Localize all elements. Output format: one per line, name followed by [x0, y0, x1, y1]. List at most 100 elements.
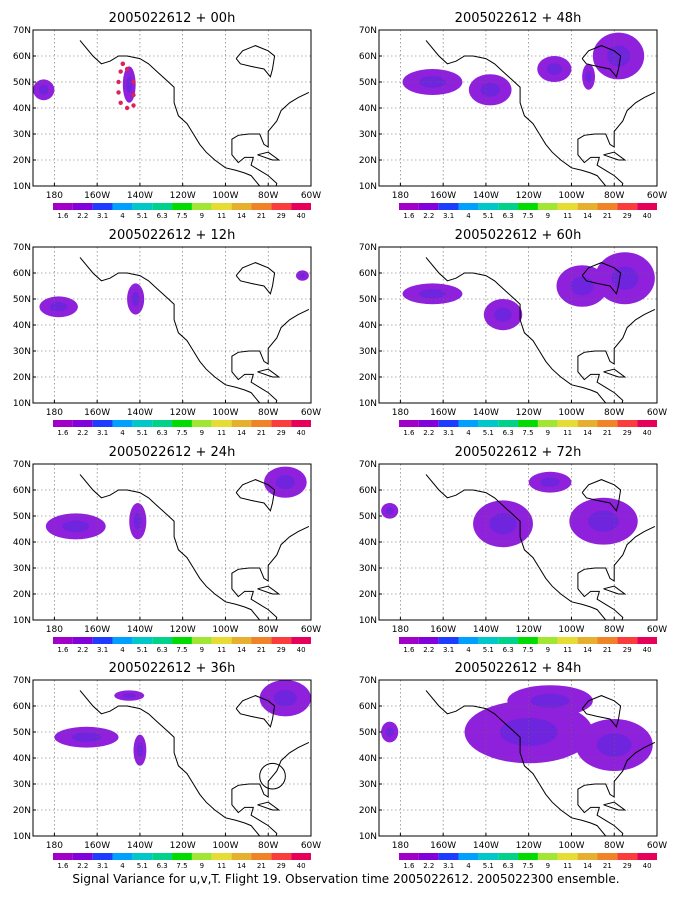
colorbar-swatch — [557, 637, 578, 644]
signal-core — [131, 291, 140, 307]
y-tick-label: 20N — [359, 590, 377, 600]
target-circle — [259, 762, 286, 790]
flight-track-point — [118, 100, 123, 106]
panel-72h: 2005022612 + 72h 10N 20N 30N 40N 50N 60N 70N 180… — [359, 445, 667, 654]
colorbar-swatch — [637, 420, 657, 427]
x-tick-label: 140W — [473, 191, 499, 201]
colorbar-label: 21 — [603, 429, 612, 437]
colorbar-label: 2.2 — [77, 212, 88, 220]
y-tick-label: 60N — [359, 486, 377, 496]
y-tick-label: 10N — [359, 616, 377, 626]
x-tick-label: 100W — [558, 625, 584, 635]
colorbar-swatch — [72, 853, 93, 860]
colorbar-swatch — [132, 203, 153, 210]
colorbar-label: 5.1 — [137, 429, 148, 437]
x-tick-label: 140W — [473, 408, 499, 418]
colorbar-swatch — [597, 637, 618, 644]
colorbar-label: 3.1 — [443, 646, 454, 654]
signal-core — [62, 520, 90, 533]
colorbar-label: 5.1 — [137, 646, 148, 654]
colorbar-label: 21 — [257, 646, 266, 654]
colorbar-swatch — [251, 637, 272, 644]
colorbar-swatch — [172, 853, 192, 860]
y-tick-label: 40N — [359, 321, 377, 331]
colorbar-label: 1.6 — [57, 212, 69, 220]
colorbar-swatch — [53, 637, 73, 644]
colorbar-swatch — [399, 203, 419, 210]
colorbar-swatch — [478, 853, 499, 860]
colorbar-swatch — [438, 637, 459, 644]
flight-track-point — [120, 61, 126, 66]
colorbar-label: 29 — [623, 429, 632, 437]
colorbar-label: 2.2 — [423, 862, 434, 870]
y-tick-label: 70N — [13, 26, 31, 36]
colorbar-label: 40 — [297, 862, 306, 870]
y-tick-label: 60N — [359, 269, 377, 279]
colorbar-swatch — [53, 203, 73, 210]
colorbar-label: 1.6 — [57, 862, 69, 870]
figure-svg: 2005022612 + 00h 10N 20N 30N 40N 50N 60N 70N 180… — [13, 11, 667, 870]
panel-title: 2005022612 + 36h — [109, 661, 236, 676]
panel-plot-area — [33, 30, 311, 186]
signal-core — [133, 513, 142, 530]
colorbar-swatch — [637, 203, 657, 210]
colorbar-label: 29 — [277, 862, 286, 870]
y-tick-label: 10N — [359, 832, 377, 842]
colorbar-label: 7.5 — [522, 862, 533, 870]
cuba-coast — [603, 801, 627, 811]
x-tick-label: 180 — [392, 408, 409, 418]
y-tick-label: 50N — [359, 728, 377, 738]
colorbar-swatch — [92, 420, 113, 427]
colorbar-swatch — [132, 853, 153, 860]
colorbar-swatch — [92, 203, 113, 210]
colorbar-swatch — [418, 420, 439, 427]
x-tick-label: 180 — [392, 841, 409, 851]
hudson-bay-coast — [235, 695, 276, 728]
panel-48h: 2005022612 + 48h 10N 20N 30N 40N 50N 60N 70N 180… — [359, 11, 667, 220]
colorbar-label: 3.1 — [97, 429, 108, 437]
panel-84h: 2005022612 + 84h 10N 20N 30N 40N 50N 60N 70N 180… — [359, 661, 667, 870]
colorbar-swatch — [152, 420, 173, 427]
y-tick-label: 70N — [13, 460, 31, 470]
x-tick-label: 60W — [301, 408, 321, 418]
y-tick-label: 40N — [359, 538, 377, 548]
colorbar-swatch — [231, 203, 252, 210]
x-tick-label: 120W — [516, 841, 542, 851]
colorbar-swatch — [291, 853, 311, 860]
x-tick-label: 140W — [127, 841, 153, 851]
x-tick-label: 140W — [473, 841, 499, 851]
y-tick-label: 20N — [13, 373, 31, 383]
colorbar-label: 29 — [623, 862, 632, 870]
colorbar-swatch — [597, 420, 618, 427]
colorbar-swatch — [231, 853, 252, 860]
colorbar-label: 11 — [217, 212, 226, 220]
x-tick-label: 120W — [170, 625, 196, 635]
colorbar-label: 21 — [603, 212, 612, 220]
y-tick-label: 40N — [13, 754, 31, 764]
y-tick-label: 50N — [359, 78, 377, 88]
colorbar-swatch — [537, 637, 558, 644]
signal-core — [489, 513, 517, 535]
flight-track-point — [116, 90, 121, 95]
hudson-bay-coast — [581, 262, 622, 295]
colorbar-label: 7.5 — [176, 646, 187, 654]
colorbar-label: 4 — [466, 212, 471, 220]
panel-title: 2005022612 + 84h — [455, 661, 582, 676]
colorbar-label: 1.6 — [403, 862, 415, 870]
colorbar-swatch — [53, 420, 73, 427]
colorbar-label: 1.6 — [403, 212, 415, 220]
colorbar-swatch — [577, 203, 598, 210]
colorbar-swatch — [458, 853, 479, 860]
panel-title: 2005022612 + 48h — [455, 11, 582, 26]
x-tick-label: 60W — [647, 408, 667, 418]
x-tick-label: 120W — [516, 191, 542, 201]
colorbar-swatch — [172, 637, 192, 644]
colorbar-label: 11 — [563, 429, 572, 437]
colorbar-label: 5.1 — [483, 646, 494, 654]
colorbar-swatch — [399, 853, 419, 860]
x-tick-label: 80W — [604, 408, 624, 418]
colorbar-swatch — [518, 637, 538, 644]
x-tick-label: 100W — [558, 841, 584, 851]
y-tick-label: 50N — [13, 295, 31, 305]
y-tick-label: 30N — [359, 564, 377, 574]
